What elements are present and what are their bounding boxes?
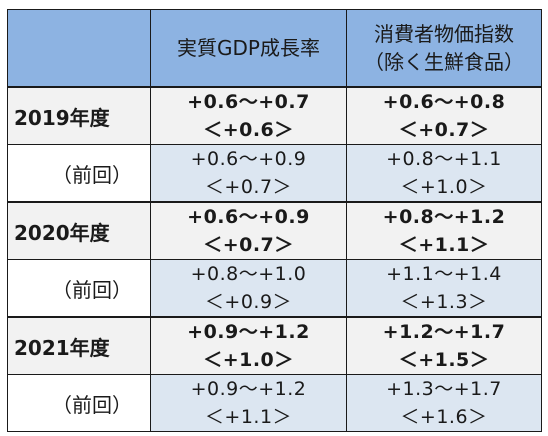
header-cpi-line1: 消費者物価指数 xyxy=(374,22,514,46)
cpi-median: ＜+1.6＞ xyxy=(400,406,488,428)
table-row-2020-previous: （前回） +0.8～+1.0 ＜+0.9＞ +1.1～+1.4 ＜+1.3＞ xyxy=(7,259,542,318)
header-gdp: 実質GDP成長率 xyxy=(150,9,347,88)
cpi-range: +1.1～+1.4 xyxy=(386,263,502,285)
gdp-range: +0.8～+1.0 xyxy=(190,263,307,285)
table-row-2020: 2020年度 +0.6～+0.9 ＜+0.7＞ +0.8～+1.2 ＜+1.1＞ xyxy=(7,201,542,260)
table-row-2021: 2021年度 +0.9～+1.2 ＜+1.0＞ +1.2～+1.7 ＜+1.5＞ xyxy=(7,316,542,375)
gdp-cell: +0.6～+0.9 ＜+0.7＞ xyxy=(150,201,347,260)
gdp-range: +0.6～+0.9 xyxy=(190,148,307,170)
gdp-range: +0.6～+0.9 xyxy=(187,206,310,228)
gdp-cell: +0.6～+0.9 ＜+0.7＞ xyxy=(150,144,347,203)
cpi-cell: +0.6～+0.8 ＜+0.7＞ xyxy=(346,86,542,145)
cpi-median: ＜+0.7＞ xyxy=(398,119,490,141)
cpi-range: +1.2～+1.7 xyxy=(382,321,506,343)
gdp-median: ＜+0.7＞ xyxy=(204,176,293,198)
cpi-range: +1.3～+1.7 xyxy=(386,378,502,400)
gdp-range: +0.9～+1.2 xyxy=(187,321,310,343)
cpi-range: +0.8～+1.1 xyxy=(386,148,502,170)
cpi-range: +0.6～+0.8 xyxy=(382,91,506,113)
gdp-range: +0.9～+1.2 xyxy=(190,378,307,400)
gdp-median: ＜+1.1＞ xyxy=(204,406,293,428)
forecast-table: 実質GDP成長率 消費者物価指数 （除く生鮮食品） 2019年度 +0.6～+0… xyxy=(7,9,542,432)
gdp-median: ＜+1.0＞ xyxy=(203,349,294,371)
cpi-cell: +1.2～+1.7 ＜+1.5＞ xyxy=(346,316,542,375)
cpi-median: ＜+1.1＞ xyxy=(398,234,490,256)
gdp-cell: +0.9～+1.2 ＜+1.0＞ xyxy=(150,316,347,375)
cpi-median: ＜+1.3＞ xyxy=(400,291,488,313)
row-label: 2021年度 xyxy=(7,316,151,375)
gdp-median: ＜+0.9＞ xyxy=(204,291,293,313)
gdp-cell: +0.8～+1.0 ＜+0.9＞ xyxy=(150,259,347,318)
row-label: （前回） xyxy=(7,144,151,203)
header-cpi: 消費者物価指数 （除く生鮮食品） xyxy=(346,9,542,88)
cpi-cell: +1.1～+1.4 ＜+1.3＞ xyxy=(346,259,542,318)
row-label: 2020年度 xyxy=(7,201,151,260)
cpi-cell: +1.3～+1.7 ＜+1.6＞ xyxy=(346,374,542,432)
table-row-2019-previous: （前回） +0.6～+0.9 ＜+0.7＞ +0.8～+1.1 ＜+1.0＞ xyxy=(7,144,542,203)
cpi-range: +0.8～+1.2 xyxy=(382,206,506,228)
gdp-range: +0.6～+0.7 xyxy=(187,91,310,113)
table-row-2019: 2019年度 +0.6～+0.7 ＜+0.6＞ +0.6～+0.8 ＜+0.7＞ xyxy=(7,86,542,145)
header-row: 実質GDP成長率 消費者物価指数 （除く生鮮食品） xyxy=(7,9,542,88)
row-label: （前回） xyxy=(7,259,151,318)
gdp-cell: +0.9～+1.2 ＜+1.1＞ xyxy=(150,374,347,432)
header-cpi-line2: （除く生鮮食品） xyxy=(364,50,524,74)
header-empty-cell xyxy=(7,9,151,88)
gdp-cell: +0.6～+0.7 ＜+0.6＞ xyxy=(150,86,347,145)
table-row-2021-previous: （前回） +0.9～+1.2 ＜+1.1＞ +1.3～+1.7 ＜+1.6＞ xyxy=(7,374,542,432)
cpi-median: ＜+1.5＞ xyxy=(398,349,490,371)
row-label: 2019年度 xyxy=(7,86,151,145)
row-label: （前回） xyxy=(7,374,151,432)
cpi-median: ＜+1.0＞ xyxy=(400,176,488,198)
gdp-median: ＜+0.6＞ xyxy=(203,119,294,141)
cpi-cell: +0.8～+1.1 ＜+1.0＞ xyxy=(346,144,542,203)
gdp-median: ＜+0.7＞ xyxy=(203,234,294,256)
cpi-cell: +0.8～+1.2 ＜+1.1＞ xyxy=(346,201,542,260)
